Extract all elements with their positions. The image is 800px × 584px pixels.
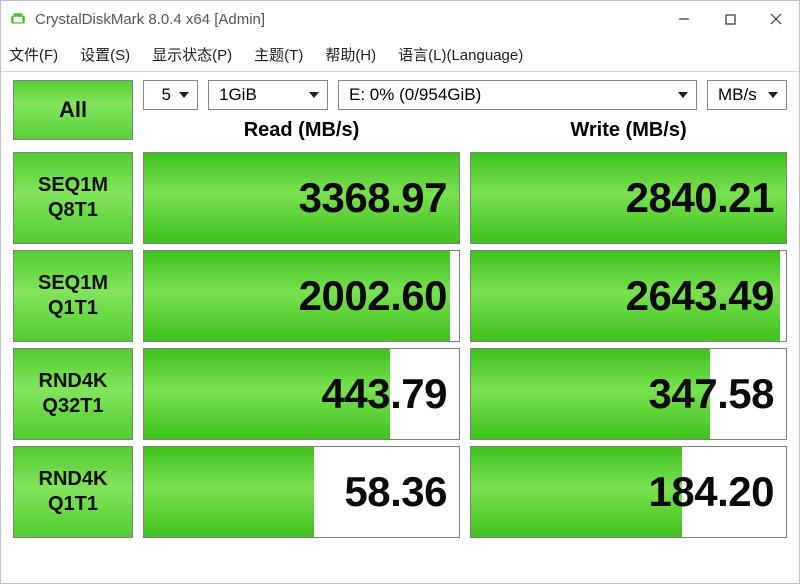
test-name-line2: Q1T1 bbox=[48, 296, 98, 321]
menubar: 文件(F) 设置(S) 显示状态(P) 主题(T) 帮助(H) 语言(L)(La… bbox=[1, 37, 799, 71]
all-button-label: All bbox=[59, 97, 87, 123]
read-bar bbox=[144, 447, 314, 537]
write-value: 2840.21 bbox=[626, 174, 774, 222]
test-name-line2: Q32T1 bbox=[42, 394, 103, 419]
all-button[interactable]: All bbox=[13, 80, 133, 140]
write-cell: 2643.49 bbox=[470, 250, 787, 342]
read-value: 443.79 bbox=[322, 370, 447, 418]
read-cell: 443.79 bbox=[143, 348, 460, 440]
write-value: 2643.49 bbox=[626, 272, 774, 320]
test-row: RND4KQ1T1 58.36 184.20 bbox=[13, 446, 787, 538]
main-panel: All 5 1GiB E: 0% (0/954GiB) MB/s Read (M… bbox=[1, 72, 799, 583]
menu-theme[interactable]: 主题(T) bbox=[254, 44, 303, 65]
crystaldiskmark-window: CrystalDiskMark 8.0.4 x64 [Admin] 文件(F) … bbox=[0, 0, 800, 584]
test-name-line1: SEQ1M bbox=[38, 271, 108, 296]
test-row: SEQ1MQ1T1 2002.60 2643.49 bbox=[13, 250, 787, 342]
drive-select[interactable]: E: 0% (0/954GiB) bbox=[338, 80, 697, 110]
menu-settings[interactable]: 设置(S) bbox=[80, 44, 130, 65]
test-name-line1: RND4K bbox=[39, 467, 108, 492]
menu-file[interactable]: 文件(F) bbox=[9, 44, 58, 65]
read-cell: 58.36 bbox=[143, 446, 460, 538]
test-button[interactable]: SEQ1MQ8T1 bbox=[13, 152, 133, 244]
menu-help[interactable]: 帮助(H) bbox=[325, 44, 376, 65]
runs-select[interactable]: 5 bbox=[143, 80, 198, 110]
read-value: 3368.97 bbox=[299, 174, 447, 222]
read-cell: 2002.60 bbox=[143, 250, 460, 342]
test-button[interactable]: RND4KQ32T1 bbox=[13, 348, 133, 440]
test-name-line2: Q1T1 bbox=[48, 492, 98, 517]
test-button[interactable]: RND4KQ1T1 bbox=[13, 446, 133, 538]
write-cell: 2840.21 bbox=[470, 152, 787, 244]
test-name-line2: Q8T1 bbox=[48, 198, 98, 223]
app-icon bbox=[9, 10, 27, 28]
read-value: 58.36 bbox=[344, 468, 447, 516]
write-value: 184.20 bbox=[649, 468, 774, 516]
menu-language[interactable]: 语言(L)(Language) bbox=[398, 44, 523, 65]
header-write: Write (MB/s) bbox=[470, 119, 787, 142]
header-read: Read (MB/s) bbox=[143, 119, 460, 142]
test-row: SEQ1MQ8T1 3368.97 2840.21 bbox=[13, 152, 787, 244]
test-name-line1: RND4K bbox=[39, 369, 108, 394]
write-cell: 347.58 bbox=[470, 348, 787, 440]
maximize-button[interactable] bbox=[707, 3, 753, 35]
minimize-button[interactable] bbox=[661, 3, 707, 35]
unit-select[interactable]: MB/s bbox=[707, 80, 787, 110]
close-button[interactable] bbox=[753, 3, 799, 35]
test-row: RND4KQ32T1 443.79 347.58 bbox=[13, 348, 787, 440]
tests-container: SEQ1MQ8T13368.972840.21SEQ1MQ1T12002.602… bbox=[13, 152, 787, 538]
write-cell: 184.20 bbox=[470, 446, 787, 538]
menu-display[interactable]: 显示状态(P) bbox=[152, 44, 232, 65]
controls-row: All 5 1GiB E: 0% (0/954GiB) MB/s Read (M… bbox=[13, 80, 787, 146]
read-cell: 3368.97 bbox=[143, 152, 460, 244]
window-title: CrystalDiskMark 8.0.4 x64 [Admin] bbox=[35, 11, 661, 28]
titlebar: CrystalDiskMark 8.0.4 x64 [Admin] bbox=[1, 1, 799, 37]
test-name-line1: SEQ1M bbox=[38, 173, 108, 198]
test-button[interactable]: SEQ1MQ1T1 bbox=[13, 250, 133, 342]
write-value: 347.58 bbox=[649, 370, 774, 418]
test-size-select[interactable]: 1GiB bbox=[208, 80, 328, 110]
read-value: 2002.60 bbox=[299, 272, 447, 320]
